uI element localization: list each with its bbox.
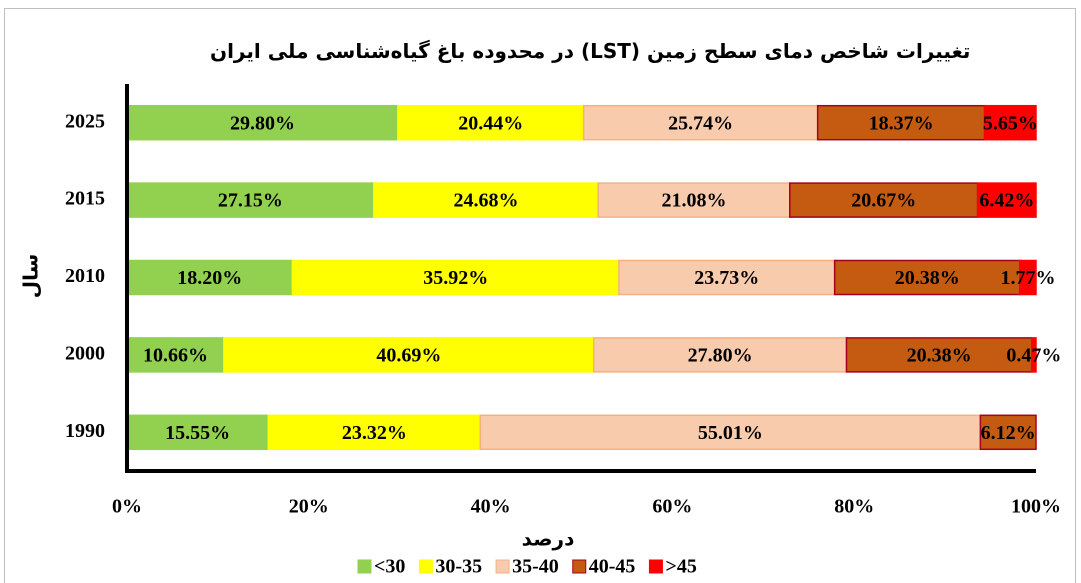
bar-segment xyxy=(976,182,1037,218)
bar-segment xyxy=(223,337,595,373)
bar-segment xyxy=(1030,337,1037,373)
legend-swatch xyxy=(648,559,663,574)
bar-segment xyxy=(789,182,979,218)
bar-segment xyxy=(983,104,1037,141)
legend-swatch xyxy=(495,559,510,574)
bar-segment xyxy=(593,337,848,373)
bar-segment xyxy=(1019,259,1037,296)
x-axis-label: درصد xyxy=(522,527,575,551)
data-label: 23.32% xyxy=(342,422,407,444)
data-label: 1.77% xyxy=(1000,267,1055,289)
legend-label: 35-40 xyxy=(512,556,559,578)
x-tick-label: 60% xyxy=(652,496,692,518)
x-tick-label: 100% xyxy=(1011,496,1061,518)
y-axis-label: سال xyxy=(19,254,43,299)
legend-swatch xyxy=(418,559,433,574)
y-tick-label: 2010 xyxy=(65,265,105,287)
data-label: 27.15% xyxy=(218,190,283,212)
data-label: 18.37% xyxy=(869,112,934,134)
data-label: 20.67% xyxy=(851,190,916,212)
data-label: 27.80% xyxy=(688,344,753,366)
bar-segment xyxy=(833,259,1021,296)
bar-segment xyxy=(618,259,836,296)
data-label: 20.44% xyxy=(458,112,523,134)
bar-segment xyxy=(479,414,982,451)
legend-label: <30 xyxy=(374,556,405,578)
data-label: 55.01% xyxy=(698,422,763,444)
y-tick-label: 2025 xyxy=(65,110,105,132)
chart-frame xyxy=(4,8,1076,583)
x-tick-label: 0% xyxy=(112,496,142,518)
data-label: 35.92% xyxy=(423,267,488,289)
x-tick-label: 40% xyxy=(471,496,511,518)
data-label: 20.38% xyxy=(895,267,960,289)
chart-title: تغییرات شاخص دمای سطح زمین (LST) در محدو… xyxy=(210,39,971,63)
legend-label: >45 xyxy=(665,556,696,578)
bar-segment xyxy=(291,259,620,296)
y-tick-label: 2015 xyxy=(65,188,105,210)
y-tick-label: 1990 xyxy=(65,420,105,442)
legend-swatch xyxy=(572,559,587,574)
y-tick-label: 2000 xyxy=(65,342,105,364)
data-label: 0.47% xyxy=(1006,344,1061,366)
legend-label: 40-45 xyxy=(589,556,636,578)
data-label: 6.12% xyxy=(981,422,1036,444)
data-label: 5.65% xyxy=(983,112,1038,134)
data-label: 6.42% xyxy=(979,190,1034,212)
data-label: 23.73% xyxy=(694,267,759,289)
bar-segment xyxy=(816,104,986,141)
data-label: 10.66% xyxy=(143,344,208,366)
bar-segment xyxy=(397,104,585,141)
bar-segment xyxy=(979,414,1037,451)
data-label: 25.74% xyxy=(668,112,733,134)
data-label: 15.55% xyxy=(165,422,230,444)
data-label: 20.38% xyxy=(907,344,972,366)
bar-segment xyxy=(126,259,294,296)
legend-label: 30-35 xyxy=(435,556,482,578)
bar-segment xyxy=(373,182,599,218)
data-label: 21.08% xyxy=(661,190,726,212)
data-label: 40.69% xyxy=(376,344,441,366)
data-label: 24.68% xyxy=(453,190,518,212)
bar-segment xyxy=(845,337,1033,373)
x-tick-label: 80% xyxy=(834,496,874,518)
bar-segment xyxy=(597,182,791,218)
legend-swatch xyxy=(357,559,372,574)
data-label: 29.80% xyxy=(230,112,295,134)
x-tick-label: 20% xyxy=(289,496,329,518)
bar-segment xyxy=(582,104,819,141)
data-label: 18.20% xyxy=(177,267,242,289)
